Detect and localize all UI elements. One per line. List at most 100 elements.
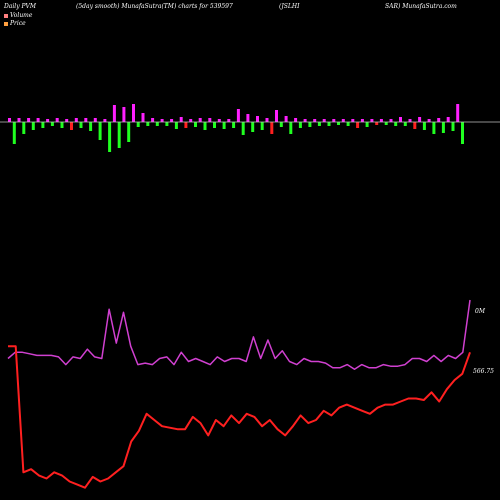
volume-bar xyxy=(327,122,331,126)
volume-bar xyxy=(308,122,312,127)
volume-bar xyxy=(17,118,21,122)
volume-bar xyxy=(41,122,45,128)
volume-bar xyxy=(84,118,88,122)
chart-header-site: SAR) MunafaSutra.com xyxy=(385,3,457,10)
volume-bar xyxy=(222,122,226,129)
volume-axis-label: 0M xyxy=(475,308,486,315)
volume-bar xyxy=(441,122,445,133)
volume-bar xyxy=(270,122,274,134)
volume-bar xyxy=(170,119,174,122)
volume-bar xyxy=(132,104,135,122)
volume-bar xyxy=(146,122,150,126)
volume-bar xyxy=(232,122,236,128)
volume-bar xyxy=(8,118,11,122)
legend-swatch-price xyxy=(4,22,8,26)
volume-bar xyxy=(12,122,16,144)
chart-header-symbol: (JSLHI xyxy=(279,3,300,10)
price-axis-label: 566.75 xyxy=(473,368,494,375)
volume-bar xyxy=(55,118,59,122)
volume-bar xyxy=(275,110,278,122)
volume-bar xyxy=(174,122,178,129)
volume-bar xyxy=(446,117,450,122)
legend-label-volume: Volume xyxy=(10,12,33,19)
volume-bar xyxy=(213,122,216,128)
volume-bar xyxy=(22,122,26,134)
legend-item-volume: Volume xyxy=(4,12,32,20)
volume-bar xyxy=(184,122,188,128)
volume-bar xyxy=(65,119,69,122)
volume-bar xyxy=(160,119,164,122)
volume-bar xyxy=(284,116,288,122)
volume-bar xyxy=(432,122,436,134)
volume-bar xyxy=(384,122,388,125)
volume-bar xyxy=(379,119,383,122)
volume-bar xyxy=(370,119,374,122)
volume-bar xyxy=(279,122,283,127)
volume-bar xyxy=(356,122,360,128)
volume-bar xyxy=(456,104,460,122)
volume-bar xyxy=(127,122,131,142)
volume-bar xyxy=(451,122,455,131)
volume-bar xyxy=(198,118,202,122)
volume-bar xyxy=(122,107,126,122)
volume-bar xyxy=(194,122,197,127)
volume-bar xyxy=(303,119,307,122)
volume-bar xyxy=(341,119,345,122)
chart-header-title: (5day smooth) MunafaSutra(TM) charts for… xyxy=(76,3,233,10)
volume-bar xyxy=(112,105,116,122)
volume-bar xyxy=(79,122,83,128)
volume-bar xyxy=(108,122,112,152)
volume-bar xyxy=(31,122,35,130)
volume-bar xyxy=(136,122,140,127)
volume-bar xyxy=(217,119,221,122)
volume-bar xyxy=(332,119,336,122)
volume-bar xyxy=(93,118,97,122)
volume-bar xyxy=(74,118,78,122)
volume-bar xyxy=(394,122,398,126)
volume-bar xyxy=(437,118,441,122)
volume-bar xyxy=(260,122,264,130)
volume-bar xyxy=(241,122,245,135)
volume-bar xyxy=(60,122,64,128)
volume-bar xyxy=(389,119,393,122)
volume-bar xyxy=(103,119,107,122)
legend-item-price: Price xyxy=(4,20,32,28)
volume-bar xyxy=(179,117,183,122)
volume-bar xyxy=(227,119,231,122)
volume-bar xyxy=(236,109,240,122)
volume-bar xyxy=(289,122,293,134)
volume-bar xyxy=(403,122,407,126)
price-line xyxy=(8,345,471,489)
volume-bar xyxy=(427,119,431,122)
volume-bar xyxy=(27,118,31,122)
volume-bar xyxy=(298,122,302,128)
chart-legend: Volume Price xyxy=(4,12,32,28)
volume-bar xyxy=(117,122,121,148)
volume-line xyxy=(7,299,471,370)
volume-bar xyxy=(46,119,50,122)
volume-bar xyxy=(360,119,364,122)
volume-bar xyxy=(413,122,417,129)
volume-bar xyxy=(89,122,93,131)
legend-label-price: Price xyxy=(10,20,26,27)
volume-bar xyxy=(256,116,259,122)
volume-bar xyxy=(36,118,40,122)
chart-header-left: Daily PVM xyxy=(4,3,37,10)
volume-bar xyxy=(399,117,402,122)
volume-bar xyxy=(265,118,269,122)
volume-bar xyxy=(346,122,350,126)
volume-bar xyxy=(203,122,207,130)
volume-bar xyxy=(246,114,250,122)
volume-bar xyxy=(322,119,326,122)
volume-bar xyxy=(294,118,298,122)
volume-bar xyxy=(50,122,54,126)
volume-bar xyxy=(155,122,159,126)
volume-bar xyxy=(165,122,169,126)
volume-bar xyxy=(351,119,355,122)
volume-bar xyxy=(313,119,317,122)
volume-bar xyxy=(461,122,464,144)
volume-bar xyxy=(141,113,145,122)
volume-bar xyxy=(365,122,369,127)
volume-bar xyxy=(375,122,379,125)
